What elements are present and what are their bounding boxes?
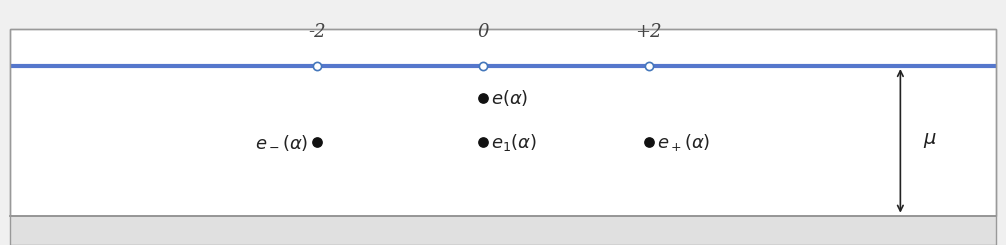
Text: $\mu$: $\mu$ [923, 131, 937, 150]
Point [309, 140, 325, 144]
Point [475, 140, 491, 144]
Text: $e_-(\alpha)$: $e_-(\alpha)$ [256, 133, 309, 152]
Point [641, 140, 657, 144]
Text: $e_+(\alpha)$: $e_+(\alpha)$ [657, 132, 710, 153]
Text: 0: 0 [477, 23, 489, 41]
Bar [10, 29, 996, 245]
Point [641, 64, 657, 68]
Point [475, 96, 491, 100]
Bar [10, 29, 996, 216]
Point [475, 64, 491, 68]
Text: $e(\alpha)$: $e(\alpha)$ [491, 88, 528, 108]
Text: $e_1(\alpha)$: $e_1(\alpha)$ [491, 132, 537, 153]
Bar [10, 216, 996, 245]
Text: +2: +2 [636, 23, 662, 41]
Text: -2: -2 [308, 23, 326, 41]
Point [309, 64, 325, 68]
